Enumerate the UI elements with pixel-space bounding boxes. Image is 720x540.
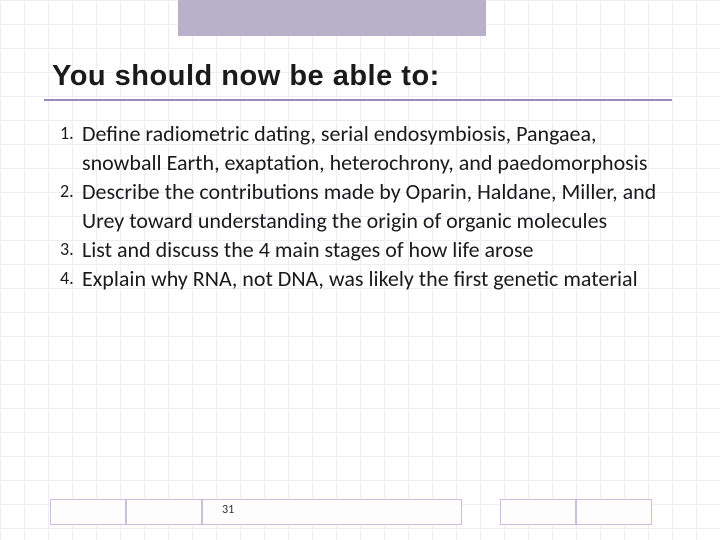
bottom-cell-bar: 31 [42, 496, 690, 528]
list-text: Describe the contributions made by Opari… [82, 177, 670, 235]
objectives-list: 1. Define radiometric dating, serial end… [52, 119, 680, 293]
top-accent-band [178, 0, 486, 36]
list-item: 4. Explain why RNA, not DNA, was likely … [60, 264, 670, 293]
list-item: 3. List and discuss the 4 main stages of… [60, 235, 670, 264]
footer-cell [50, 499, 126, 525]
list-text: Define radiometric dating, serial endosy… [82, 119, 670, 177]
list-item: 2. Describe the contributions made by Op… [60, 177, 670, 235]
footer-cell [576, 499, 652, 525]
footer-cell [500, 499, 576, 525]
list-number: 4. [60, 264, 82, 293]
footer-cell [202, 499, 462, 525]
footer-cell [126, 499, 202, 525]
slide-content: You should now be able to: 1. Define rad… [52, 60, 680, 293]
list-text: Explain why RNA, not DNA, was likely the… [82, 264, 670, 293]
page-number: 31 [222, 503, 234, 517]
list-number: 1. [60, 119, 82, 177]
list-item: 1. Define radiometric dating, serial end… [60, 119, 670, 177]
list-number: 3. [60, 235, 82, 264]
slide-title: You should now be able to: [52, 60, 680, 93]
list-number: 2. [60, 177, 82, 235]
list-text: List and discuss the 4 main stages of ho… [82, 235, 670, 264]
title-underline [44, 99, 672, 101]
